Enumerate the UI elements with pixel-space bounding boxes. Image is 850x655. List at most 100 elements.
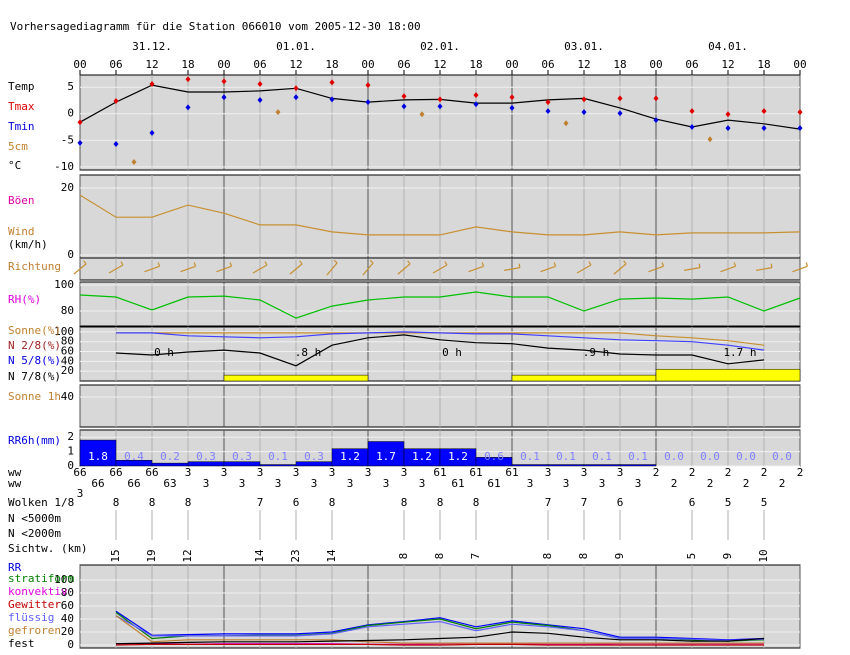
ww-code: 3 <box>203 477 210 490</box>
y-tick-label: 100 <box>54 573 74 586</box>
series-point <box>149 81 155 88</box>
bar <box>619 464 657 467</box>
y-tick-label: 20 <box>61 625 74 638</box>
clouds-value: 5 <box>725 496 732 509</box>
series-point <box>365 99 371 106</box>
x-tick-label: 00 <box>73 58 86 71</box>
ww-code: 3 <box>257 466 264 479</box>
panel-label: RH(%) <box>8 293 41 306</box>
bar-value-label: 0.1 <box>628 450 648 463</box>
date-label: 04.01. <box>708 40 748 53</box>
wind-arrow <box>576 261 592 274</box>
clouds-value: 7 <box>545 496 552 509</box>
bar <box>547 464 585 467</box>
ww-label: ww <box>8 477 22 490</box>
clouds-value: 8 <box>113 496 120 509</box>
visibility-value: 8 <box>433 553 446 560</box>
y-tick-label: 0 <box>67 107 74 120</box>
bar-value-label: 0.3 <box>196 450 216 463</box>
series-point <box>473 92 479 99</box>
ww-code: 3 <box>545 466 552 479</box>
ww-code: 66 <box>145 466 158 479</box>
panel-label: RR6h(mm) <box>8 434 61 447</box>
x-tick-label: 12 <box>289 58 302 71</box>
ww-code: 61 <box>469 466 482 479</box>
y-tick-label: 60 <box>61 345 74 358</box>
bar-value-label: 1.2 <box>412 450 432 463</box>
wind-arrow <box>108 261 124 274</box>
bar <box>475 457 513 467</box>
wind-arrow <box>362 259 374 276</box>
wind-arrow <box>684 263 701 271</box>
series-point <box>185 104 191 111</box>
wind-arrow <box>73 260 87 275</box>
ww-code: 2 <box>743 477 750 490</box>
series-point <box>329 96 335 103</box>
bar-value-label: 0.4 <box>124 450 144 463</box>
x-tick-label: 06 <box>109 58 122 71</box>
panel-label: 5cm <box>8 140 28 153</box>
visibility-value: 8 <box>541 553 554 560</box>
visibility-value: 8 <box>397 553 410 560</box>
sunshine-hours: 1.7 h <box>723 346 756 359</box>
panel-label: N 5/8(%) <box>8 354 61 367</box>
y-tick-label: 80 <box>61 335 74 348</box>
sunshine-hours: .9 h <box>583 346 610 359</box>
series-point <box>725 125 731 132</box>
ww-code: 2 <box>689 466 696 479</box>
y-tick-label: 0 <box>67 638 74 651</box>
bar-value-label: 1.2 <box>448 450 468 463</box>
bar-value-label: 0.1 <box>268 450 288 463</box>
y-tick-label: 0 <box>67 459 74 472</box>
clouds-value: 8 <box>149 496 156 509</box>
y-tick-label: 1 <box>67 445 74 458</box>
ww-code: 2 <box>797 466 804 479</box>
wind-arrow <box>648 262 665 273</box>
wind-arrow <box>540 262 557 273</box>
clouds-value: 6 <box>293 496 300 509</box>
series-point <box>257 96 263 103</box>
series-point <box>689 124 695 131</box>
x-tick-label: 06 <box>685 58 698 71</box>
visibility-value: 15 <box>109 549 122 562</box>
series-line <box>115 643 764 646</box>
ww-code: 61 <box>487 477 500 490</box>
wind-arrow <box>792 262 809 273</box>
series-point <box>545 108 551 115</box>
visibility-value: 19 <box>145 549 158 562</box>
bar-value-label: 0.0 <box>700 450 720 463</box>
series-point <box>761 125 767 132</box>
bar <box>583 464 621 467</box>
series-point <box>797 125 803 132</box>
series-point <box>707 136 713 143</box>
ww-code: 3 <box>329 466 336 479</box>
ww-code: 3 <box>599 477 606 490</box>
bar <box>79 439 117 467</box>
ww-code: 3 <box>617 466 624 479</box>
panel-label: N 7/8(%) <box>8 370 61 383</box>
clouds-value: 6 <box>689 496 696 509</box>
series-line <box>115 615 764 644</box>
clouds-title: Wolken 1/8 <box>8 496 74 509</box>
panel-label: gefroren <box>8 624 61 637</box>
clouds-value: 7 <box>581 496 588 509</box>
series-point <box>581 109 587 116</box>
series-point <box>581 96 587 103</box>
series-point <box>293 94 299 101</box>
bar-value-label: 1.8 <box>88 450 108 463</box>
visibility-value: 5 <box>685 553 698 560</box>
x-tick-label: 12 <box>721 58 734 71</box>
series-point <box>401 93 407 100</box>
ww-code: 3 <box>365 466 372 479</box>
series-point <box>725 111 731 118</box>
series-line <box>115 631 765 645</box>
y-tick-label: -10 <box>54 160 74 173</box>
series-point <box>257 81 263 88</box>
series-point <box>185 76 191 83</box>
ww-code: 2 <box>779 477 786 490</box>
clouds-value: 8 <box>437 496 444 509</box>
ww-code: 3 <box>401 466 408 479</box>
visibility-value: 14 <box>253 549 266 563</box>
series-point <box>437 96 443 103</box>
x-tick-label: 00 <box>217 58 230 71</box>
